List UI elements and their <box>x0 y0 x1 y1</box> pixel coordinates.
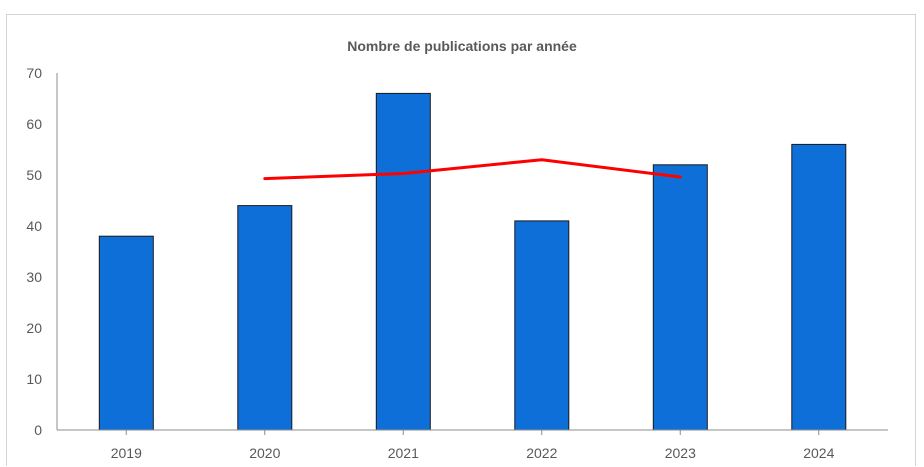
y-tick-labels: 0 10 20 30 40 50 60 70 <box>26 65 42 438</box>
x-tick-label-2024: 2024 <box>803 445 834 461</box>
bar-2019 <box>98 235 154 431</box>
y-tick-label-30: 30 <box>26 269 42 285</box>
y-tick-label-70: 70 <box>26 65 42 81</box>
x-tick-labels: 2019 2020 2021 2022 2023 2024 <box>111 445 835 461</box>
axes-layer <box>56 73 888 435</box>
x-tick-label-2022: 2022 <box>526 445 557 461</box>
x-tick-label-2020: 2020 <box>249 445 280 461</box>
x-tick-label-2019: 2019 <box>111 445 142 461</box>
y-tick-label-40: 40 <box>26 218 42 234</box>
y-tick-label-50: 50 <box>26 167 42 183</box>
y-tick-label-10: 10 <box>26 371 42 387</box>
y-tick-label-0: 0 <box>34 422 42 438</box>
bar-2023 <box>652 164 708 431</box>
bars-layer <box>98 92 847 431</box>
y-tick-label-60: 60 <box>26 116 42 132</box>
bar-2024 <box>791 143 847 431</box>
x-tick-label-2023: 2023 <box>665 445 696 461</box>
x-tick-label-2021: 2021 <box>388 445 419 461</box>
chart-title: Nombre de publications par année <box>347 38 577 54</box>
trend-line <box>263 158 682 181</box>
chart-frame <box>6 14 916 466</box>
bar-2020 <box>237 205 293 431</box>
line-layer <box>263 158 682 181</box>
y-tick-label-20: 20 <box>26 320 42 336</box>
bar-2022 <box>514 220 570 431</box>
bar-2021 <box>375 92 431 431</box>
